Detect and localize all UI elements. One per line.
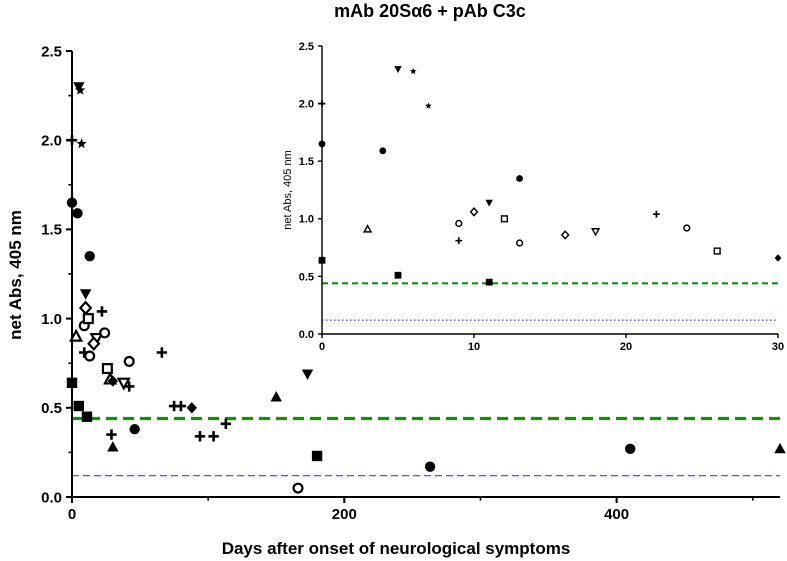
data-point-plus	[156, 347, 168, 358]
y-tick-label: 0.0	[41, 489, 62, 506]
data-point-square-open	[82, 313, 94, 325]
inset-y-tick-label: 0.5	[299, 271, 314, 283]
data-point-plus	[208, 431, 219, 442]
y-tick-label: 0.5	[41, 400, 62, 417]
inset-data-point-triangle-down	[485, 199, 493, 207]
data-point-triangle	[774, 442, 786, 454]
inset-data-point-triangle-open	[363, 224, 373, 233]
data-point-circle	[424, 461, 436, 472]
x-tick-label: 200	[332, 506, 357, 523]
data-point-diamond-open	[78, 300, 93, 316]
main-plot-area: 0.00.51.01.52.02.50 200 400	[41, 43, 786, 523]
inset-x-tick-label: 20	[620, 341, 632, 353]
data-point-plus	[123, 381, 135, 392]
data-point-triangle	[107, 441, 119, 452]
data-point-circle-open	[99, 327, 111, 339]
inset-data-point-circle-open	[683, 224, 691, 232]
inset-x-tick-label: 0	[319, 341, 325, 353]
inset-data-point-triangle-down-open	[591, 228, 601, 237]
inset-data-point-circle	[318, 140, 326, 148]
data-point-diamond	[186, 402, 198, 414]
inset-data-point-circle	[516, 175, 523, 182]
data-point-square	[81, 411, 93, 422]
inset-y-tick-label: 1.5	[299, 156, 314, 168]
data-point-plus	[168, 400, 180, 412]
inset-x-tick-label: 30	[772, 341, 784, 353]
y-tick-label: 1.0	[41, 311, 62, 328]
inset-data-point-square-open	[500, 215, 509, 223]
chart-title: mAb 20Sα6 + pAb C3c	[334, 1, 526, 21]
inset-y-tick-label: 2.5	[299, 41, 314, 53]
data-point-plus	[220, 418, 232, 430]
inset-data-point-square	[318, 256, 326, 264]
x-tick-label: 400	[604, 506, 629, 523]
data-point-square	[66, 377, 78, 389]
data-point-star	[74, 84, 86, 95]
data-point-circle	[625, 443, 636, 455]
inset-data-point-plus	[318, 100, 326, 107]
data-point-star	[76, 138, 87, 149]
y-tick-label: 1.5	[41, 222, 62, 239]
data-point-circle	[129, 424, 140, 435]
data-point-circle-open	[292, 482, 304, 494]
inset-x-tick-label: 10	[468, 341, 480, 353]
inset-data-point-square	[394, 271, 402, 279]
inset-data-point-triangle-down	[394, 66, 402, 73]
data-point-triangle-down	[301, 369, 314, 380]
y-axis-label: net Abs, 405 nm	[6, 210, 25, 340]
data-point-circle-open	[84, 350, 96, 362]
inset-y-tick-label: 2.0	[299, 98, 314, 110]
inset-data-point-star	[409, 67, 417, 75]
data-point-triangle-down	[73, 82, 85, 93]
inset-data-point-diamond-open	[560, 230, 570, 240]
data-point-plus	[96, 306, 108, 317]
data-point-circle	[66, 197, 78, 208]
data-point-triangle-open	[69, 328, 84, 342]
inset-data-point-circle-open	[515, 239, 524, 247]
data-point-plus	[66, 135, 78, 146]
data-point-triangle-down	[79, 289, 92, 300]
x-axis-label: Days after onset of neurological symptom…	[222, 539, 571, 558]
inset-data-point-square-open	[713, 247, 721, 255]
inset-data-point-plus	[455, 237, 463, 245]
inset-data-point-diamond-open	[469, 207, 479, 217]
inset-data-point-star	[425, 102, 432, 109]
inset-plot-area: 0.0 0.5 1.0 1.5 2.0 2.5 0 10 20 30	[299, 41, 784, 353]
inset-y-axis-label: net Abs, 405 nm	[282, 150, 294, 230]
x-tick-label: 0	[68, 506, 76, 523]
data-point-triangle-down-open	[116, 377, 131, 391]
inset-data-point-square	[485, 278, 493, 286]
data-point-plus	[106, 429, 117, 440]
inset-data-point-diamond	[774, 254, 782, 262]
inset-data-point-plus	[653, 210, 660, 218]
data-point-triangle	[270, 391, 282, 402]
data-point-diamond	[107, 375, 119, 387]
inset-data-point-circle	[379, 147, 387, 155]
inset-y-tick-label: 1.0	[299, 214, 314, 226]
data-point-circle	[72, 208, 83, 219]
inset-chart: net Abs, 405 nm 0.0 0.5 1.0 1.5 2.0 2.5 0 10 20 3…	[282, 41, 784, 353]
inset-y-tick-label: 0.0	[299, 329, 314, 341]
y-tick-label: 2.5	[41, 43, 62, 60]
data-point-plus	[194, 431, 206, 442]
data-point-diamond-open	[87, 336, 101, 351]
inset-data-point-circle-open	[455, 219, 463, 228]
data-point-plus	[79, 347, 90, 358]
data-point-circle-open	[123, 355, 135, 367]
data-point-square	[311, 450, 323, 462]
data-point-plus	[175, 400, 187, 412]
data-point-square-open	[101, 363, 113, 375]
data-point-circle	[84, 250, 95, 262]
y-tick-label: 2.0	[41, 132, 62, 149]
data-point-square	[73, 400, 85, 412]
